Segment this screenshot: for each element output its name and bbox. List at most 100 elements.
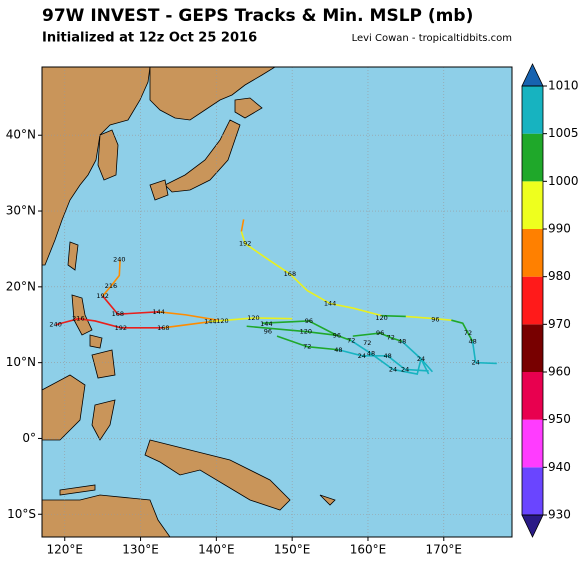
colorbar-bin [522, 324, 543, 372]
track [158, 311, 223, 322]
title: 97W INVEST - GEPS Tracks & Min. MSLP (mb… [42, 6, 473, 26]
map-frame [41, 66, 513, 538]
hour-label: 48 [398, 337, 406, 345]
hour-label: 144 [204, 318, 216, 326]
hour-label: 144 [260, 320, 272, 328]
track [208, 317, 293, 323]
hour-label: 144 [324, 300, 336, 308]
colorbar-tick-label: 930 [548, 508, 571, 522]
credit: Levi Cowan - tropicaltidbits.com [352, 33, 512, 44]
x-tick-label: 120°E [46, 543, 83, 557]
hour-label: 24 [389, 365, 397, 373]
colorbar-bin [522, 181, 543, 229]
colorbar-tick-label: 970 [548, 317, 571, 331]
colorbar-tick-label: 1010 [548, 79, 579, 93]
hour-label: 72 [303, 343, 311, 351]
colorbar-bin [522, 372, 543, 420]
track [55, 317, 164, 329]
track [163, 320, 211, 329]
colorbar-frame [521, 85, 544, 516]
hour-label: 48 [334, 346, 342, 354]
tracks [55, 219, 497, 375]
hour-label: 24 [401, 365, 409, 373]
colorbar-bin [522, 419, 543, 468]
hour-label: 192 [96, 292, 108, 300]
hour-label: 240 [49, 321, 61, 329]
hour-label: 96 [305, 317, 313, 325]
x-tick-label: 130°E [122, 543, 159, 557]
colorbar-tick-label: 1005 [548, 126, 579, 140]
hour-label: 192 [239, 240, 251, 248]
hour-label: 96 [333, 331, 341, 339]
colorbar-bin [522, 133, 543, 182]
hour-label: 72 [464, 329, 472, 337]
colorbar-bin [522, 86, 543, 134]
colorbar-tick-label: 990 [548, 222, 571, 236]
track [471, 341, 497, 365]
hour-label: 96 [431, 315, 439, 323]
land [42, 67, 336, 537]
track [102, 295, 159, 315]
colorbar-bin [522, 467, 543, 515]
track [289, 273, 382, 317]
colorbar-tick-label: 980 [548, 269, 571, 283]
hour-label: 216 [72, 315, 84, 323]
x-tick-label: 140°E [198, 543, 235, 557]
hour-label: 24 [471, 359, 479, 367]
hour-label: 24 [358, 352, 366, 360]
track [246, 325, 337, 337]
x-tick-label: 160°E [350, 543, 387, 557]
hour-label: 48 [468, 337, 476, 345]
x-tick-label: 170°E [426, 543, 463, 557]
hour-label: 120 [375, 314, 387, 322]
track [405, 315, 452, 321]
y-tick-label: 0° [22, 431, 36, 445]
hour-label: 168 [112, 310, 124, 318]
colorbar-tick-label: 950 [548, 412, 571, 426]
hour-label: 72 [347, 337, 355, 345]
y-tick-label: 10°N [6, 355, 36, 369]
hour-label: 168 [284, 270, 296, 278]
track [240, 219, 245, 232]
track [451, 319, 474, 342]
hour-label: 144 [153, 308, 165, 316]
colorbar: 930 940 950 960 970 980 990 1000 1005 1010 [521, 63, 579, 538]
track [261, 320, 352, 342]
track [276, 335, 339, 351]
y-tick-label: 10°S [7, 507, 36, 521]
y-tick-label: 30°N [6, 204, 36, 218]
hour-label: 24 [417, 355, 425, 363]
hour-label: 120 [300, 328, 312, 336]
hour-label: 120 [216, 317, 228, 325]
y-tick-label: 20°N [6, 279, 36, 293]
hour-label: 120 [247, 314, 259, 322]
track [338, 348, 429, 372]
track [352, 332, 403, 343]
colorbar-tick-label: 1000 [548, 174, 579, 188]
track [102, 259, 121, 297]
x-tick-label: 150°E [274, 543, 311, 557]
colorbar-over [521, 63, 544, 87]
hour-label: 96 [264, 328, 272, 336]
colorbar-tick-label: 960 [548, 365, 571, 379]
hour-label: 240 [113, 256, 125, 264]
track [381, 314, 406, 318]
subtitle: Initialized at 12z Oct 25 2016 [42, 31, 257, 46]
hour-label: 216 [105, 282, 117, 290]
hour-label: 72 [363, 339, 371, 347]
track [401, 340, 434, 373]
hour-label: 168 [157, 324, 169, 332]
hour-label: 96 [376, 329, 384, 337]
colorbar-under [521, 514, 544, 538]
track [240, 231, 291, 275]
hour-label: 192 [115, 324, 127, 332]
colorbar-bin [522, 276, 543, 325]
hour-label: 72 [387, 334, 395, 342]
colorbar-tick-label: 940 [548, 460, 571, 474]
y-tick-label: 40°N [6, 128, 36, 142]
hour-label: 48 [367, 350, 375, 358]
hour-label: 48 [384, 352, 392, 360]
axes: 120°E 130°E 140°E 150°E 160°E 170°E 10°S 0° 10°N… [6, 128, 462, 557]
